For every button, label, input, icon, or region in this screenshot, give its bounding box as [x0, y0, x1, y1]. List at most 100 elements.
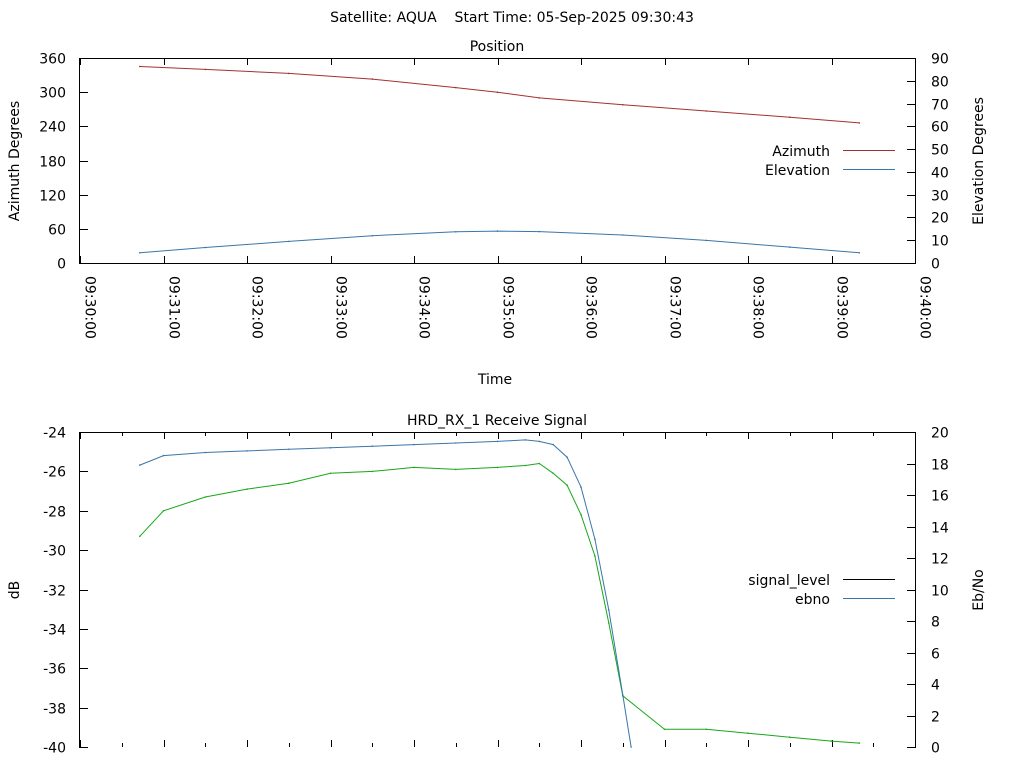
y2-tick-label: 10 [931, 584, 949, 600]
x-tick-label: 09:35:00 [500, 276, 516, 339]
series-ebno-point [288, 448, 290, 451]
series-signal_level-point [705, 728, 708, 731]
series-azimuth-point [622, 103, 624, 106]
series-signal_level-point [830, 740, 833, 742]
series-elevation-point [622, 234, 624, 236]
series-azimuth-line [139, 66, 860, 124]
series-azimuth-point [455, 86, 457, 89]
y-tick-label: -40 [43, 741, 66, 757]
y2-tick-label: 18 [931, 458, 949, 474]
series-azimuth-point [496, 91, 499, 93]
y2-tick-label: 90 [931, 52, 949, 68]
y2-tick-label: 10 [931, 234, 949, 250]
series-azimuth-point [288, 72, 290, 75]
series-signal_level-point [594, 555, 596, 557]
y-tick-label: -36 [43, 662, 66, 678]
series-ebno-point [204, 451, 207, 454]
x-tick-label: 09:38:00 [750, 276, 766, 339]
series-signal_level-point [552, 472, 554, 475]
series-signal_level-point [139, 535, 141, 538]
y2-tick-label: 8 [931, 615, 940, 631]
series-ebno-point [329, 447, 332, 449]
series-ebno-line [139, 439, 632, 748]
y-tick-label: -28 [43, 505, 66, 521]
series-ebno-point [552, 443, 554, 446]
x-tick-label: 09:30:00 [82, 276, 98, 339]
y-tick-label: 180 [39, 155, 66, 171]
series-azimuth-point [204, 68, 207, 71]
signal-y2-axis-label: Eb/No [971, 569, 987, 611]
x-tick-label: 09:33:00 [333, 276, 349, 339]
y2-tick-label: 16 [931, 489, 949, 505]
series-signal_level-point [663, 728, 666, 731]
y2-tick-label: 12 [931, 552, 949, 568]
series-ebno-point [455, 442, 457, 444]
signal-y-axis-label: dB [7, 581, 23, 600]
series-elevation-point [288, 240, 290, 243]
x-tick-label: 09:36:00 [583, 276, 599, 339]
y-tick-label: -30 [43, 544, 66, 560]
legend-label-ebno: ebno [795, 592, 830, 608]
receive-signal-chart: HRD_RX_1 Receive Signal dB Eb/No -24 -26 -… [7, 413, 987, 757]
y2-tick-label: 20 [931, 211, 949, 227]
series-signal_level-point [566, 484, 568, 487]
series-ebno-point [594, 538, 596, 540]
x-tick-label: 09:40:00 [917, 276, 933, 339]
legend-label-azimuth: Azimuth [772, 144, 830, 160]
y2-tick-label: 40 [931, 166, 949, 182]
y-tick-label: 360 [39, 52, 66, 68]
position-y2-axis-label: Elevation Degrees [971, 97, 987, 225]
position-chart: Position Azimuth Degrees Elevation Degre… [7, 39, 987, 388]
series-elevation-point [455, 231, 457, 233]
series-signal_level-point [413, 466, 415, 469]
x-tick-label: 09:39:00 [834, 276, 850, 339]
series-signal_level-line [139, 462, 860, 744]
series-elevation-line [139, 230, 860, 254]
x-tick-label: 09:31:00 [166, 276, 182, 339]
y-tick-label: 240 [39, 120, 66, 136]
series-signal_level-point [496, 466, 499, 469]
series-signal_level-point [608, 622, 610, 624]
y2-tick-label: 30 [931, 189, 949, 205]
page-title: Satellite: AQUA Start Time: 05-Sep-2025 … [330, 10, 694, 26]
signal-chart-title: HRD_RX_1 Receive Signal [407, 413, 587, 429]
series-ebno-point [371, 445, 374, 448]
series-ebno-point [162, 454, 165, 457]
y2-tick-label: 14 [931, 521, 949, 537]
y-tick-label: 0 [57, 257, 66, 273]
series-ebno-point [608, 609, 610, 611]
series-elevation-point [858, 252, 861, 254]
x-tick-label: 09:32:00 [249, 276, 265, 339]
series-signal_level-point [538, 462, 541, 465]
series-signal_level-point [789, 736, 791, 738]
series-ebno-point [630, 746, 632, 748]
position-legend: Azimuth Elevation [765, 144, 895, 179]
y2-tick-label: 60 [931, 120, 949, 136]
series-ebno-point [622, 694, 624, 696]
series-azimuth-point [371, 78, 374, 80]
series-signal_level-point [858, 742, 861, 744]
series-signal_level-point [246, 488, 248, 490]
series-ebno-point [580, 486, 582, 488]
y2-tick-label: 6 [931, 647, 940, 663]
y2-tick-label: 80 [931, 75, 949, 91]
position-x-axis-label: Time [477, 372, 512, 388]
y-tick-label: -34 [43, 623, 66, 639]
series-signal_level-point [455, 468, 457, 471]
series-elevation-point [538, 230, 541, 233]
series-azimuth-point [705, 110, 708, 112]
series-azimuth-point [789, 116, 791, 118]
series-ebno-point [496, 440, 499, 443]
series-ebno-point [246, 450, 248, 452]
series-signal_level-point [204, 496, 207, 498]
y2-tick-label: 2 [931, 710, 940, 726]
series-azimuth-point [538, 97, 541, 99]
y2-tick-label: 0 [931, 741, 940, 757]
series-signal_level-point [162, 510, 165, 512]
position-chart-title: Position [470, 39, 525, 55]
y2-tick-label: 70 [931, 98, 949, 114]
y-tick-label: -32 [43, 584, 66, 600]
series-signal_level-point [288, 482, 290, 485]
y-tick-label: -24 [43, 426, 66, 442]
y2-tick-label: 4 [931, 678, 940, 694]
